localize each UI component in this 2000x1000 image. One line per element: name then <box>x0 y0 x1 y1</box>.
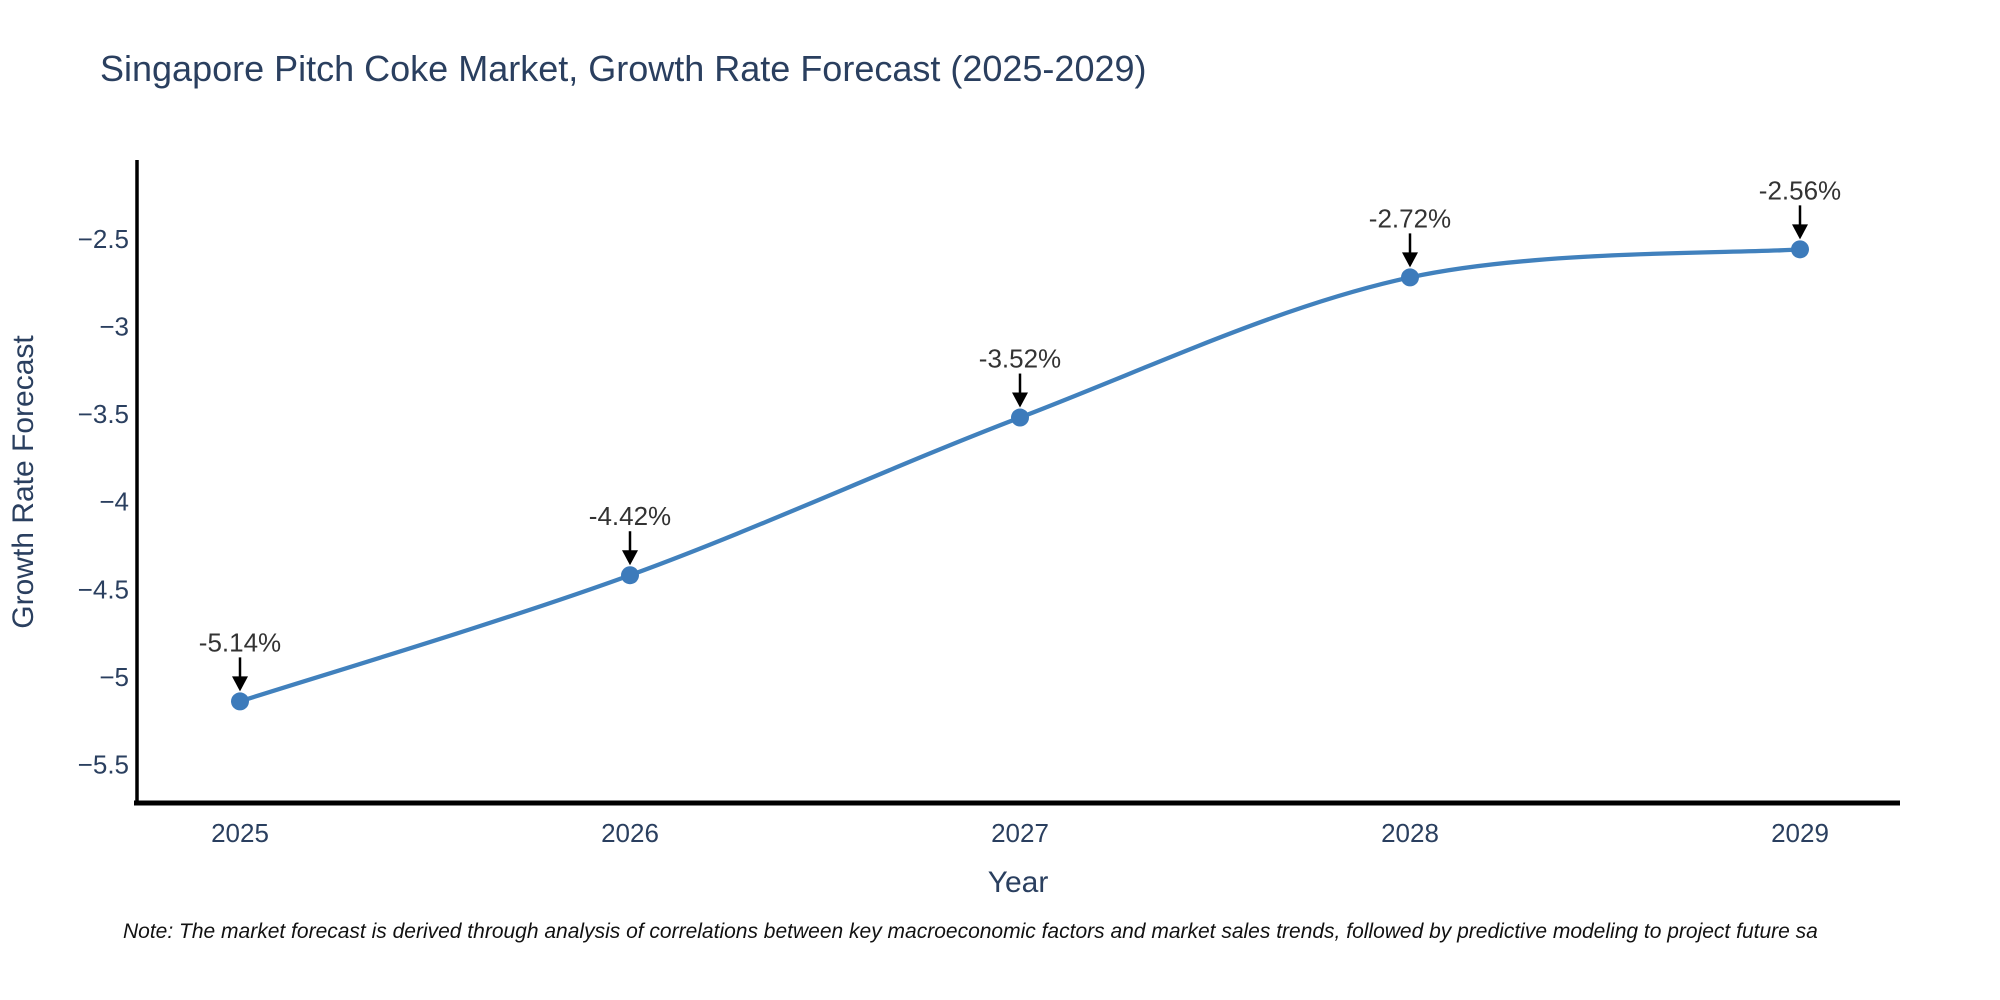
y-tick-label: −5.5 <box>78 749 129 779</box>
data-point-marker <box>1791 240 1809 259</box>
data-point-marker <box>621 566 639 585</box>
annotation-arrowhead <box>1012 392 1028 408</box>
chart-title: Singapore Pitch Coke Market, Growth Rate… <box>100 48 1147 89</box>
data-point-label: -2.72% <box>1369 203 1451 233</box>
trend-line <box>237 247 1803 704</box>
y-tick-label: −3.5 <box>78 399 129 429</box>
x-axis-title: Year <box>988 866 1049 899</box>
x-tick-label: 2026 <box>601 818 659 848</box>
data-point-label: -3.52% <box>979 344 1061 374</box>
data-point-marker <box>1401 268 1419 287</box>
annotation-arrowhead <box>1402 252 1418 268</box>
data-point-label: -5.14% <box>199 627 281 657</box>
y-tick-label: −4.5 <box>78 574 129 604</box>
data-point-label: -2.56% <box>1759 175 1841 205</box>
y-tick-label: −2.5 <box>78 224 129 254</box>
y-tick-label: −4 <box>99 487 129 517</box>
footnote-text: Note: The market forecast is derived thr… <box>123 920 1818 943</box>
data-point-marker <box>1011 408 1029 427</box>
y-tick-label: −3 <box>99 311 129 341</box>
annotation-arrowhead <box>232 676 248 692</box>
annotation-arrowhead <box>1792 224 1808 240</box>
x-tick-label: 2027 <box>991 818 1049 848</box>
annotation-arrowhead <box>622 550 638 566</box>
data-point-marker <box>231 692 249 711</box>
y-axis-title: Growth Rate Forecast <box>7 335 40 629</box>
y-tick-label: −5 <box>99 662 129 692</box>
x-tick-label: 2025 <box>211 818 269 848</box>
x-tick-label: 2028 <box>1381 818 1439 848</box>
growth-rate-line-chart: −2.5 −3 −3.5 −4 −4.5 −5 −5.5 2025 2026 2027 2028 20… <box>7 160 1900 899</box>
data-point-label: -4.42% <box>589 501 671 531</box>
x-tick-label: 2029 <box>1771 818 1829 848</box>
